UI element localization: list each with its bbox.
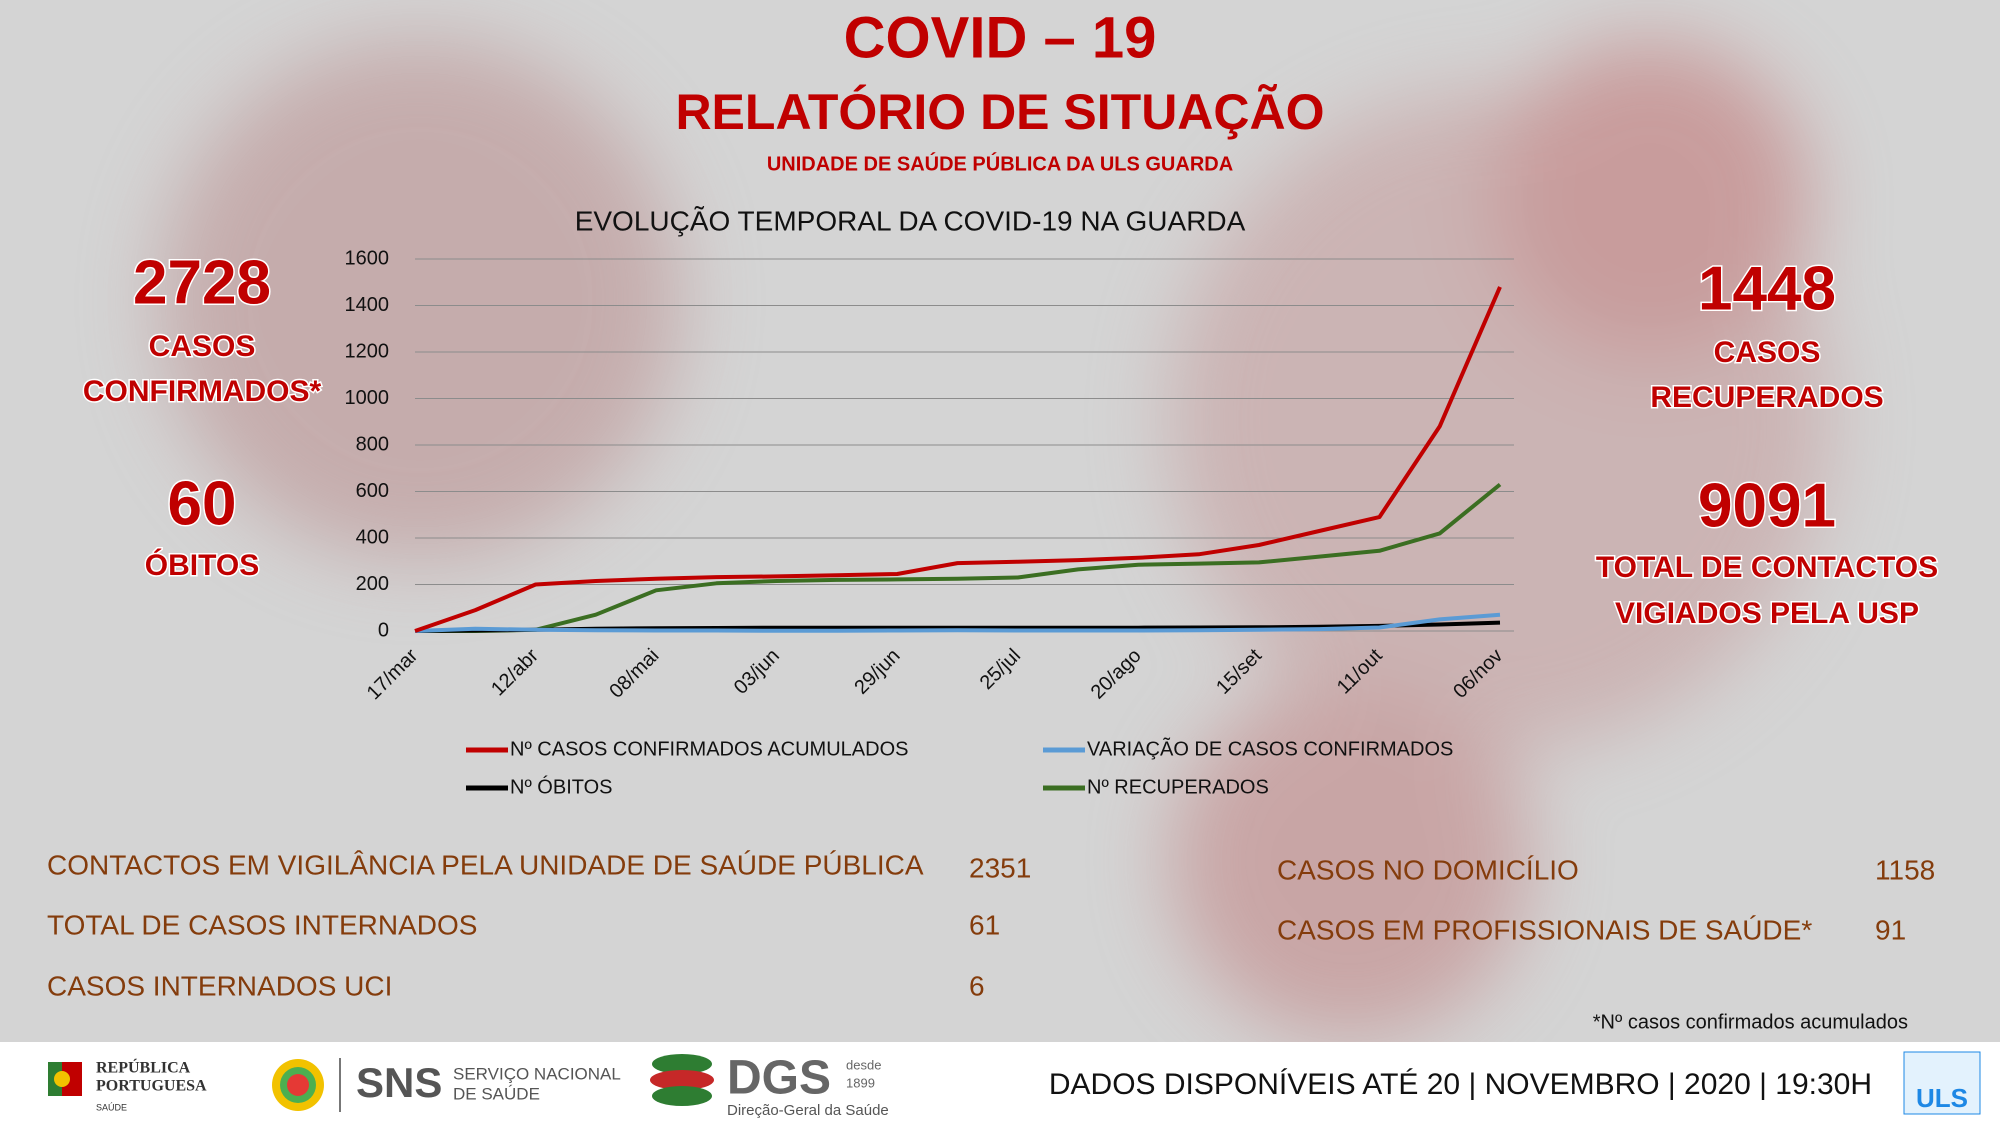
table-label: CASOS EM PROFISSIONAIS DE SAÚDE*	[1277, 914, 1812, 945]
table-value: 91	[1875, 914, 1906, 945]
legend-label: VARIAÇÃO DE CASOS CONFIRMADOS	[1087, 736, 1453, 760]
stat-label: RECUPERADOS	[1650, 381, 1883, 414]
table-label: CASOS INTERNADOS UCI	[47, 970, 392, 1001]
stat-label: TOTAL DE CONTACTOS	[1596, 551, 1938, 584]
flag-red	[62, 1062, 82, 1096]
title: COVID – 19	[844, 5, 1157, 70]
series-line	[414, 612, 1501, 633]
legend-label: Nº RECUPERADOS	[1087, 776, 1269, 798]
y-tick-label: 600	[356, 480, 389, 502]
dgs-stripe	[650, 1070, 714, 1090]
y-tick-label: 1200	[345, 340, 390, 362]
logo-text: SAÚDE	[96, 1102, 127, 1112]
dgs-stripe	[652, 1054, 712, 1074]
stat-label: VIGIADOS PELA USP	[1615, 597, 1919, 630]
table-value: 61	[969, 909, 1000, 940]
footer-date: DADOS DISPONÍVEIS ATÉ 20 | NOVEMBRO | 20…	[1049, 1068, 1872, 1101]
y-tick-label: 0	[378, 619, 389, 641]
table-value: 1158	[1875, 854, 1935, 885]
uls-box	[1903, 1051, 1981, 1115]
y-tick-label: 800	[356, 433, 389, 455]
logo-uls: ULS	[1903, 1051, 1981, 1115]
series-line	[414, 286, 1502, 633]
table-label: CASOS NO DOMICÍLIO	[1277, 854, 1579, 885]
logo-dgs: DGS desde 1899 Direção-Geral da Saúde	[650, 1052, 889, 1119]
unit: UNIDADE DE SAÚDE PÚBLICA DA ULS GUARDA	[767, 151, 1233, 175]
y-tick-label: 400	[356, 526, 389, 548]
table-label: TOTAL DE CASOS INTERNADOS	[47, 909, 477, 940]
logo-text: desde	[846, 1057, 881, 1072]
subtitle: RELATÓRIO DE SITUAÇÃO	[675, 84, 1324, 140]
flag-sphere	[54, 1071, 70, 1087]
chart-title: EVOLUÇÃO TEMPORAL DA COVID-19 NA GUARDA	[575, 205, 1246, 236]
footnote: *Nº casos confirmados acumulados	[1593, 1011, 1908, 1033]
table-label: CONTACTOS EM VIGILÂNCIA PELA UNIDADE DE …	[47, 849, 924, 880]
logo-republica: REPÚBLICA PORTUGUESA SAÚDE	[48, 1058, 207, 1112]
legend-label: Nº CASOS CONFIRMADOS ACUMULADOS	[510, 738, 908, 760]
logo-text: SNS	[356, 1059, 442, 1106]
stat-label: CASOS	[1714, 336, 1821, 369]
stat-value: 1448	[1698, 254, 1836, 323]
logo-text: ULS	[1916, 1083, 1968, 1113]
y-tick-label: 1000	[345, 387, 390, 409]
logo-text: SERVIÇO NACIONAL	[453, 1064, 621, 1083]
stat-value: 2728	[133, 248, 271, 317]
y-tick-label: 1400	[345, 294, 390, 316]
stat-value: 60	[168, 469, 237, 538]
logo-text: PORTUGUESA	[96, 1078, 207, 1095]
table-value: 2351	[969, 852, 1031, 883]
footer-band	[0, 1042, 2000, 1125]
dgs-stripe	[652, 1086, 712, 1106]
sns-circle	[287, 1074, 309, 1096]
series-line	[415, 482, 1502, 633]
legend-label: Nº ÓBITOS	[510, 775, 613, 798]
stat-value: 9091	[1698, 471, 1836, 540]
logo-text: DE SAÚDE	[453, 1084, 540, 1103]
logo-text: REPÚBLICA	[96, 1058, 191, 1077]
stat-label: ÓBITOS	[145, 548, 259, 582]
stat-label: CASOS	[149, 330, 256, 363]
logo-sns: SNS SERVIÇO NACIONAL DE SAÚDE	[272, 1058, 621, 1112]
stat-label: CONFIRMADOS*	[83, 375, 322, 408]
table-value: 6	[969, 970, 985, 1001]
logo-text: 1899	[846, 1075, 875, 1090]
logo-text: DGS	[727, 1052, 831, 1105]
y-tick-label: 200	[356, 573, 389, 595]
y-tick-label: 1600	[345, 247, 390, 269]
logo-text: Direção-Geral da Saúde	[727, 1102, 889, 1119]
